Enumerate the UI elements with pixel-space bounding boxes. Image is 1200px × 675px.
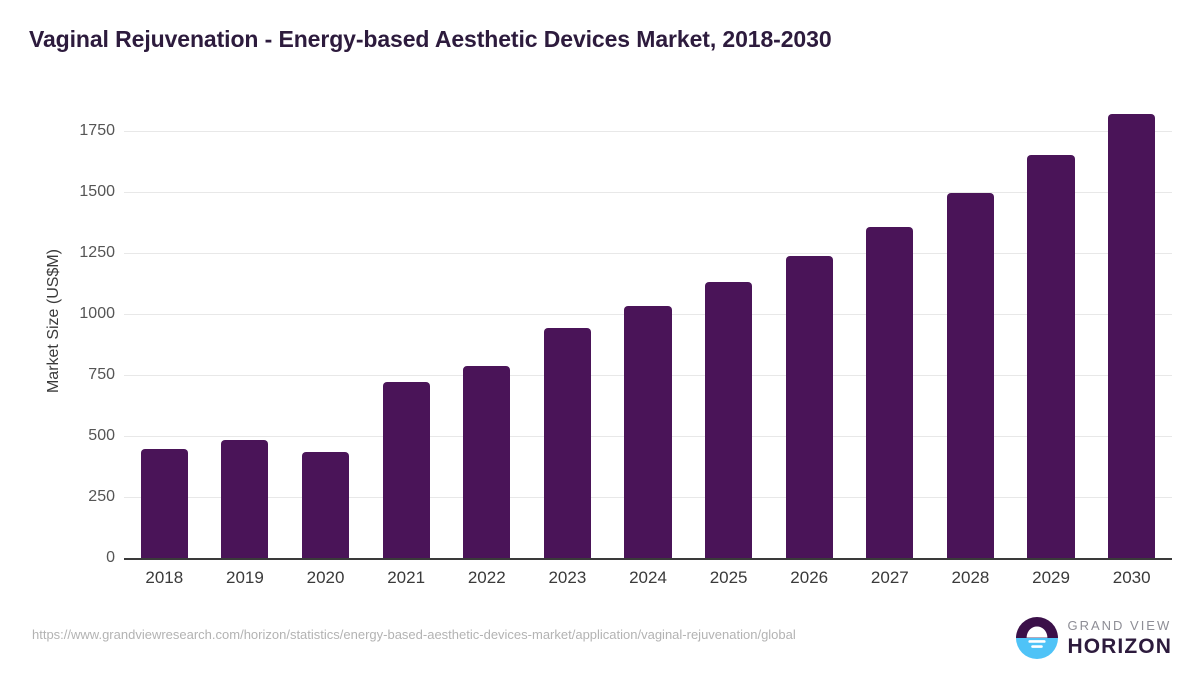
x-axis-tick-label: 2023 — [548, 568, 587, 587]
chart-plot-area: Market Size (US$M) 0 250 500 750 1000 1250 150… — [45, 0, 1172, 600]
source-url-text: https://www.grandviewresearch.com/horizo… — [32, 627, 796, 642]
bar-2022[interactable] — [463, 365, 511, 558]
x-axis-tick-label: 2026 — [790, 568, 829, 587]
bar-series — [124, 100, 1172, 558]
x-axis-tick-label: 2025 — [709, 568, 748, 587]
x-axis-tick-label: 2029 — [1032, 568, 1070, 587]
bar-2027[interactable] — [866, 227, 914, 558]
x-axis-tick-label: 2024 — [629, 568, 667, 587]
y-axis-tick-label: 1500 — [79, 182, 115, 200]
bar-2021[interactable] — [382, 381, 430, 558]
gridline — [124, 252, 1172, 254]
gridline — [124, 130, 1172, 132]
bar-2029[interactable] — [1027, 154, 1075, 558]
y-axis-tick-label: 1250 — [79, 243, 115, 261]
x-axis-tick-label: 2019 — [226, 568, 264, 587]
y-axis-tick-label: 0 — [106, 549, 115, 566]
x-axis-tick-labels: 2018 2019 2020 2021 2022 2023 2024 2025 2026 2027… — [124, 568, 1172, 598]
bar-2023[interactable] — [543, 328, 591, 558]
bar-2020[interactable] — [301, 451, 350, 558]
y-axis-tick-label: 500 — [88, 426, 115, 444]
y-axis-tick-label: 1000 — [79, 304, 115, 322]
chart-footer: https://www.grandviewresearch.com/horizo… — [0, 600, 1200, 675]
gridline — [124, 191, 1172, 193]
x-axis-tick-label: 2021 — [387, 568, 426, 587]
y-axis-tick-labels: 0 250 500 750 1000 1250 1500 1750 — [60, 0, 115, 600]
bar-2024[interactable] — [624, 306, 672, 558]
y-axis-tick-label: 1750 — [79, 121, 115, 139]
logo-top-text: GRAND VIEW — [1067, 618, 1172, 633]
bar-2018[interactable] — [140, 448, 188, 558]
x-axis-tick-label: 2020 — [306, 568, 345, 587]
x-axis-tick-label: 2018 — [145, 568, 184, 587]
x-axis-tick-label: 2027 — [870, 568, 909, 587]
grand-view-horizon-logo: GRAND VIEW HORIZON — [1016, 617, 1172, 659]
bar-2028[interactable] — [946, 192, 995, 558]
logo-wordmark: GRAND VIEW HORIZON — [1067, 619, 1172, 657]
bar-2025[interactable] — [705, 281, 753, 558]
bar-2026[interactable] — [785, 256, 833, 558]
bar-2030[interactable] — [1108, 113, 1156, 558]
x-axis-tick-label: 2022 — [467, 568, 506, 587]
horizon-logo-icon — [1016, 617, 1059, 659]
y-axis-tick-label: 750 — [88, 365, 115, 383]
page-title: Vaginal Rejuvenation - Energy-based Aest… — [29, 26, 832, 52]
x-axis-tick-label: 2028 — [951, 568, 990, 587]
x-axis-line — [124, 558, 1172, 560]
bar-2019[interactable] — [221, 440, 269, 558]
y-axis-tick-label: 250 — [88, 487, 115, 505]
x-axis-tick-label: 2030 — [1112, 568, 1151, 587]
logo-bottom-text: HORIZON — [1067, 635, 1172, 658]
